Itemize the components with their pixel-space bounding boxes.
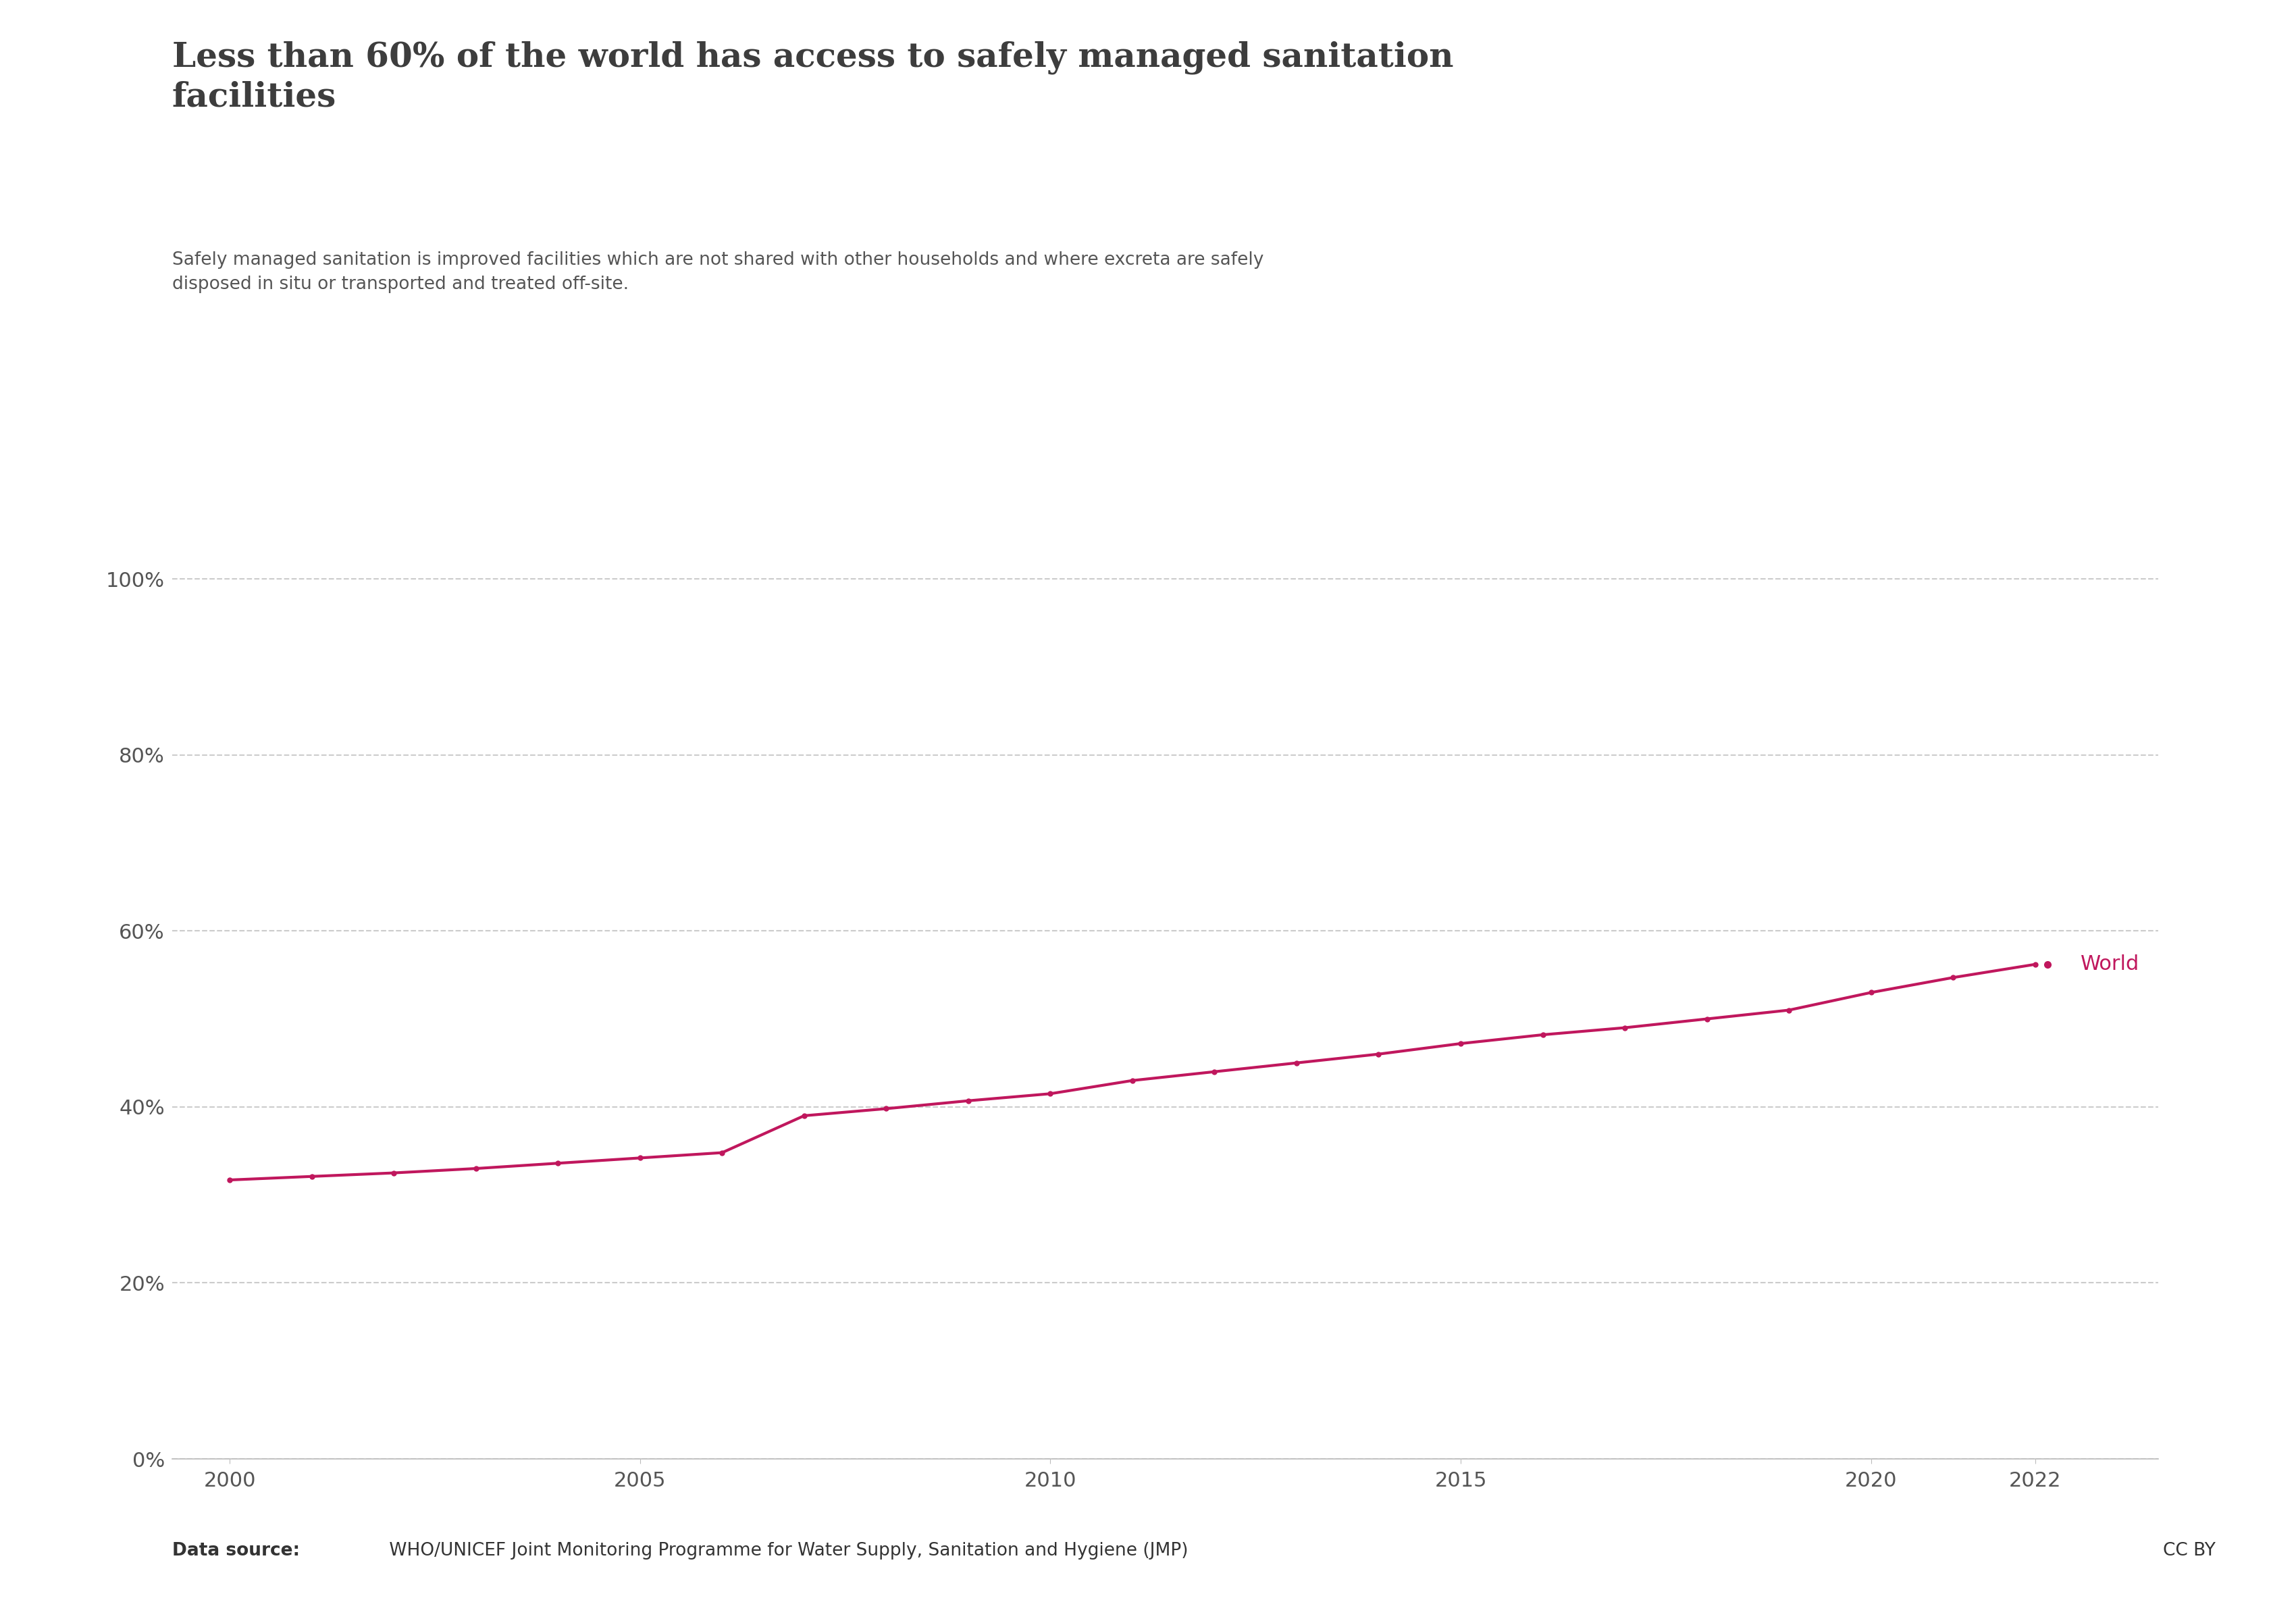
Text: Less than 60% of the world has access to safely managed sanitation
facilities: Less than 60% of the world has access to… [172,41,1453,113]
Text: in Data: in Data [2085,120,2154,136]
Point [1936,964,1972,990]
Point [1442,1031,1479,1057]
Point [1359,1041,1396,1067]
Text: Data source:: Data source: [172,1542,301,1559]
Point [1525,1021,1561,1047]
Point [294,1164,331,1190]
Point [785,1102,822,1128]
Point [703,1140,739,1165]
Point [1770,997,1807,1023]
Text: CC BY: CC BY [2163,1542,2216,1559]
Text: WHO/UNICEF Joint Monitoring Programme for Water Supply, Sanitation and Hygiene (: WHO/UNICEF Joint Monitoring Programme fo… [383,1542,1187,1559]
Point [951,1088,987,1114]
Point [377,1161,413,1187]
Point [868,1096,905,1122]
Point [622,1144,659,1170]
Point [540,1151,576,1177]
Point [1196,1059,1233,1084]
Text: Our World: Our World [2071,73,2167,89]
Point [1607,1015,1644,1041]
Point [2016,952,2053,977]
Point [1688,1007,1724,1033]
Point [211,1167,248,1193]
Point [1853,979,1890,1005]
Text: Safely managed sanitation is improved facilities which are not shared with other: Safely managed sanitation is improved fa… [172,251,1263,293]
Point [1279,1050,1316,1076]
Point [457,1156,494,1182]
Point [1031,1081,1068,1107]
Point [1114,1068,1150,1094]
Text: World: World [2080,955,2140,974]
